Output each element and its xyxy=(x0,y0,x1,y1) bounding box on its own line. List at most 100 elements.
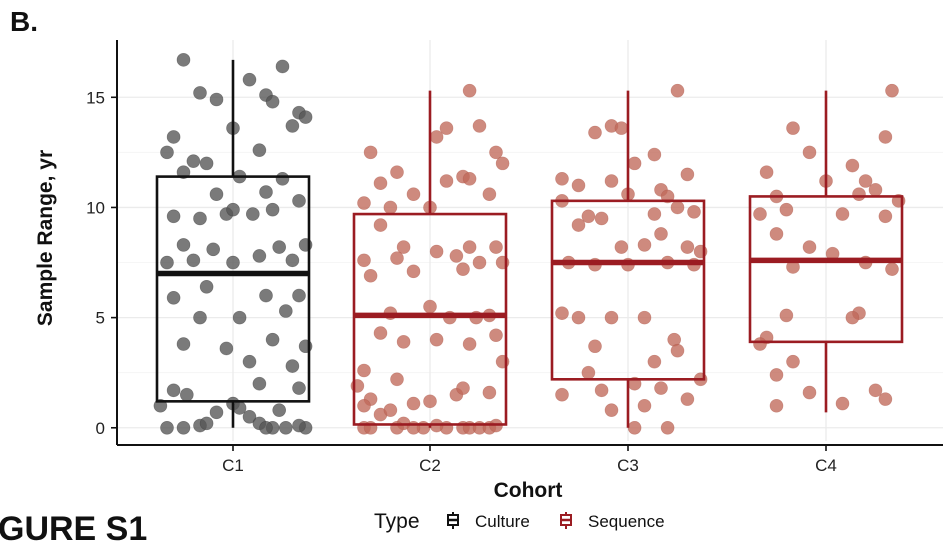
data-point xyxy=(769,227,784,241)
data-point xyxy=(166,209,181,224)
panel-label: B. xyxy=(10,6,38,37)
legend-key-sequence xyxy=(560,512,572,529)
data-point xyxy=(383,200,398,215)
data-point xyxy=(193,86,207,100)
data-point xyxy=(193,211,207,226)
data-point xyxy=(209,187,224,202)
data-point xyxy=(406,396,421,411)
box-c1 xyxy=(155,59,311,428)
data-point xyxy=(292,288,306,303)
data-point xyxy=(292,381,306,395)
points-layer xyxy=(153,53,906,435)
grid-layer xyxy=(117,40,943,441)
iqr-box xyxy=(748,195,904,344)
x-tick-label: C4 xyxy=(815,456,837,475)
data-point xyxy=(594,383,609,398)
data-point xyxy=(588,339,602,354)
data-point xyxy=(604,310,619,325)
data-point xyxy=(160,145,174,160)
data-point xyxy=(786,121,800,135)
data-point xyxy=(423,394,437,409)
y-tick-label: 5 xyxy=(96,309,105,328)
x-tick-label: C3 xyxy=(617,456,639,475)
data-point xyxy=(265,202,280,217)
data-point xyxy=(406,187,421,202)
data-point xyxy=(802,240,817,254)
data-point xyxy=(275,59,290,74)
data-point xyxy=(252,376,267,391)
data-point xyxy=(462,240,477,254)
data-point xyxy=(571,218,586,232)
x-tick-label: C1 xyxy=(222,456,244,475)
data-point xyxy=(160,420,174,435)
box-c3 xyxy=(550,90,706,428)
data-point xyxy=(186,154,201,168)
data-point xyxy=(654,227,668,241)
data-point xyxy=(456,381,470,395)
data-point xyxy=(835,207,850,221)
data-point xyxy=(753,337,767,351)
iqr-box xyxy=(352,212,508,426)
data-point xyxy=(383,403,398,417)
data-point xyxy=(769,398,784,413)
data-point xyxy=(285,253,300,268)
data-point xyxy=(753,207,767,221)
data-point xyxy=(176,53,191,67)
data-point xyxy=(242,72,257,87)
data-point xyxy=(835,396,850,411)
data-point xyxy=(571,178,586,193)
data-point xyxy=(779,308,794,323)
data-point xyxy=(259,185,273,199)
data-point xyxy=(278,420,293,435)
data-point xyxy=(259,420,273,435)
data-point xyxy=(878,392,893,406)
data-point xyxy=(272,403,287,417)
data-point xyxy=(396,335,411,349)
data-point xyxy=(670,83,685,98)
y-tick-label: 0 xyxy=(96,419,105,438)
legend-key-culture xyxy=(447,512,459,529)
data-point xyxy=(482,385,497,400)
data-point xyxy=(680,392,695,406)
data-point xyxy=(802,385,817,400)
data-point xyxy=(489,145,503,160)
data-point xyxy=(357,398,371,413)
data-point xyxy=(265,94,280,109)
data-point xyxy=(242,354,257,369)
data-point xyxy=(275,172,290,186)
data-point xyxy=(868,183,883,197)
legend: Type Culture Sequence xyxy=(374,510,665,533)
data-point xyxy=(670,343,685,358)
data-point xyxy=(373,218,388,232)
x-axis-title: Cohort xyxy=(494,479,563,502)
data-point xyxy=(555,172,569,186)
data-point xyxy=(627,156,642,171)
data-point xyxy=(373,326,388,340)
data-point xyxy=(878,209,893,224)
data-point xyxy=(390,372,404,387)
data-point xyxy=(232,401,247,415)
y-tick-label: 10 xyxy=(86,198,105,217)
legend-label-sequence: Sequence xyxy=(588,512,665,531)
data-point xyxy=(209,92,224,107)
data-point xyxy=(186,253,201,268)
data-point xyxy=(482,187,497,202)
box-plot-chart: 0 5 10 15 C1 C2 C3 C4 Cohort Sample Range, yr T… xyxy=(34,40,943,533)
data-point xyxy=(176,420,191,435)
data-point xyxy=(885,83,899,98)
data-point xyxy=(604,174,619,188)
data-point xyxy=(423,299,437,314)
data-point xyxy=(363,145,378,160)
data-point xyxy=(647,147,662,162)
data-point xyxy=(885,262,899,276)
box-c2 xyxy=(352,90,508,428)
axes-layer: 0 5 10 15 C1 C2 C3 C4 xyxy=(86,40,943,475)
data-point xyxy=(594,211,609,226)
data-point xyxy=(193,310,207,325)
data-point xyxy=(555,306,569,321)
data-point xyxy=(868,383,883,398)
iqr-box xyxy=(155,175,311,403)
data-point xyxy=(571,310,586,325)
y-axis-title: Sample Range, yr xyxy=(34,150,57,326)
data-point xyxy=(462,172,477,186)
